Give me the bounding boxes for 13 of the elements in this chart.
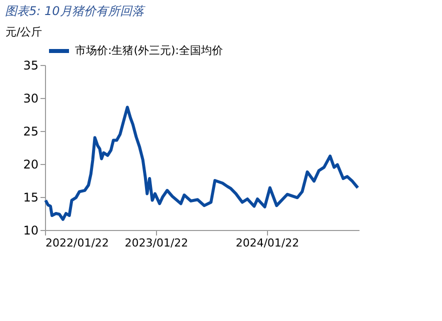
y-axis-title: 元/公斤 (6, 26, 42, 38)
y-tick-label: 10 (23, 224, 38, 238)
y-tick-label: 15 (23, 190, 38, 204)
x-tick-label: 2022/01/22 (46, 236, 109, 250)
x-tick-label: 2024/01/22 (236, 236, 300, 250)
y-tick-label: 30 (23, 92, 38, 106)
legend-label: 市场价:生猪(外三元):全国均价 (75, 44, 223, 57)
x-tick-label: 2023/01/22 (124, 236, 188, 250)
y-tick-label: 20 (23, 158, 38, 172)
chart-title: 图表5: 10月猪价有所回落 (5, 4, 146, 18)
y-tick-label: 35 (23, 58, 38, 72)
y-tick-label: 25 (23, 124, 38, 138)
line-series (44, 106, 360, 221)
